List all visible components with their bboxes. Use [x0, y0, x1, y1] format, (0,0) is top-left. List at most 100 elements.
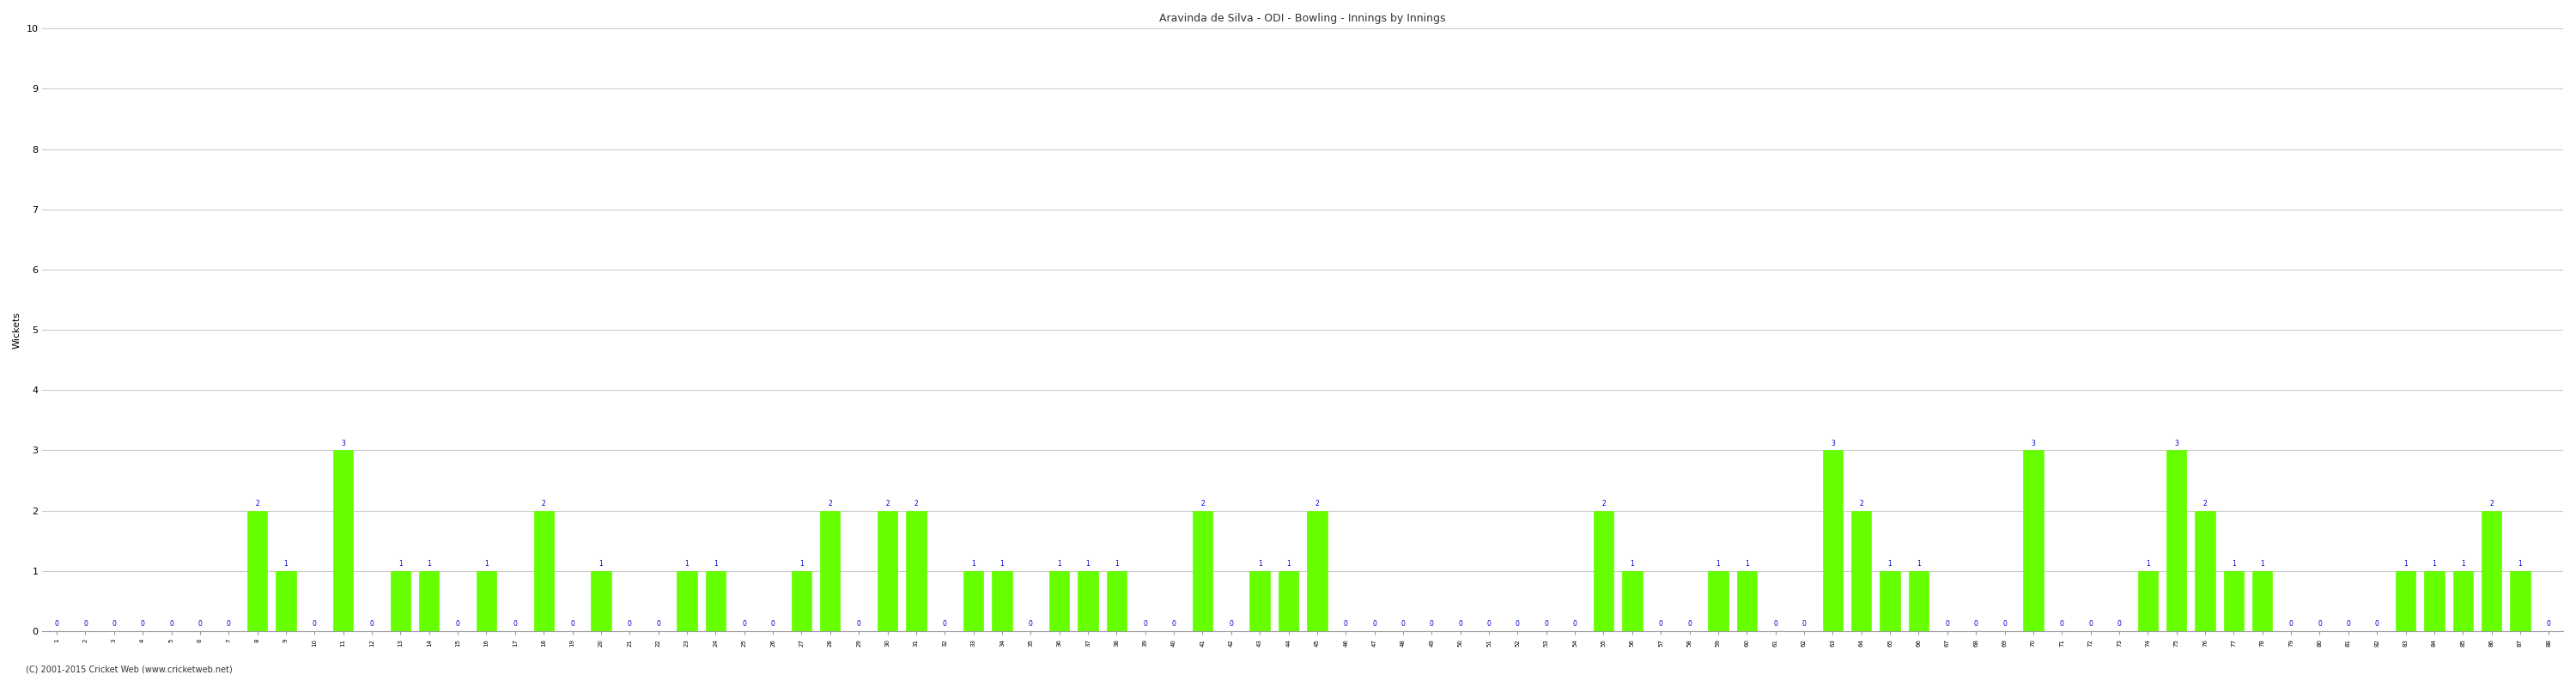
Text: 0: 0	[1945, 620, 1950, 628]
Text: 0: 0	[1458, 620, 1463, 628]
Text: 0: 0	[943, 620, 948, 628]
Bar	[2138, 571, 2159, 631]
Text: 0: 0	[1687, 620, 1692, 628]
Bar	[1249, 571, 1270, 631]
Text: 0: 0	[2117, 620, 2120, 628]
Text: 1: 1	[1087, 560, 1090, 568]
Text: 1: 1	[714, 560, 719, 568]
Text: 0: 0	[1772, 620, 1777, 628]
Bar	[677, 571, 698, 631]
Bar	[791, 571, 811, 631]
Text: 0: 0	[1430, 620, 1435, 628]
Text: 2: 2	[1860, 500, 1862, 508]
Text: 1: 1	[600, 560, 603, 568]
Bar	[1077, 571, 1097, 631]
Text: 0: 0	[1229, 620, 1234, 628]
Bar	[1824, 451, 1842, 631]
Text: 2: 2	[1602, 500, 1605, 508]
Text: 2: 2	[914, 500, 917, 508]
Text: 0: 0	[657, 620, 659, 628]
Text: 3: 3	[2030, 440, 2035, 447]
Bar	[2424, 571, 2445, 631]
Bar	[533, 510, 554, 631]
Text: 1: 1	[2519, 560, 2522, 568]
Bar	[1193, 510, 1213, 631]
Text: 0: 0	[1486, 620, 1492, 628]
Text: 0: 0	[170, 620, 173, 628]
Text: 0: 0	[1659, 620, 1664, 628]
Text: 1: 1	[2259, 560, 2264, 568]
Bar	[332, 451, 353, 631]
Text: 2: 2	[2488, 500, 2494, 508]
Text: 0: 0	[2318, 620, 2321, 628]
Text: 0: 0	[1028, 620, 1033, 628]
Bar	[1736, 571, 1757, 631]
Text: 1: 1	[2231, 560, 2236, 568]
Bar	[2452, 571, 2473, 631]
Text: 0: 0	[2290, 620, 2293, 628]
Text: 1: 1	[999, 560, 1005, 568]
Bar	[2166, 451, 2187, 631]
Title: Aravinda de Silva - ODI - Bowling - Innings by Innings: Aravinda de Silva - ODI - Bowling - Inni…	[1159, 13, 1445, 24]
Text: 1: 1	[1257, 560, 1262, 568]
Text: 1: 1	[1631, 560, 1633, 568]
Text: 1: 1	[971, 560, 976, 568]
Bar	[1852, 510, 1870, 631]
Text: 1: 1	[1917, 560, 1922, 568]
Bar	[392, 571, 410, 631]
Bar	[1708, 571, 1728, 631]
Text: 1: 1	[799, 560, 804, 568]
Text: 0: 0	[1373, 620, 1376, 628]
Text: 0: 0	[198, 620, 201, 628]
Text: (C) 2001-2015 Cricket Web (www.cricketweb.net): (C) 2001-2015 Cricket Web (www.cricketwe…	[26, 665, 232, 673]
Text: 0: 0	[1345, 620, 1347, 628]
Text: 1: 1	[283, 560, 289, 568]
Bar	[992, 571, 1012, 631]
Bar	[2223, 571, 2244, 631]
Text: 0: 0	[1172, 620, 1177, 628]
Text: 0: 0	[142, 620, 144, 628]
Text: 0: 0	[629, 620, 631, 628]
Bar	[2195, 510, 2215, 631]
Text: 2: 2	[1200, 500, 1206, 508]
Text: 1: 1	[1744, 560, 1749, 568]
Bar	[819, 510, 840, 631]
Text: 1: 1	[2403, 560, 2409, 568]
Text: 1: 1	[1056, 560, 1061, 568]
Bar	[1623, 571, 1643, 631]
Text: 0: 0	[227, 620, 232, 628]
Text: 0: 0	[742, 620, 747, 628]
Bar	[420, 571, 438, 631]
Text: 0: 0	[513, 620, 518, 628]
Text: 0: 0	[1574, 620, 1577, 628]
Y-axis label: Wickets: Wickets	[13, 311, 21, 348]
Text: 0: 0	[2347, 620, 2349, 628]
Text: 0: 0	[456, 620, 461, 628]
Text: 1: 1	[399, 560, 402, 568]
Text: 0: 0	[2002, 620, 2007, 628]
Bar	[1595, 510, 1613, 631]
Bar	[907, 510, 927, 631]
Text: 0: 0	[2375, 620, 2380, 628]
Bar	[1306, 510, 1327, 631]
Text: 3: 3	[2174, 440, 2179, 447]
Text: 0: 0	[569, 620, 574, 628]
Text: 0: 0	[2061, 620, 2063, 628]
Text: 1: 1	[685, 560, 688, 568]
Bar	[1278, 571, 1298, 631]
Text: 1: 1	[2432, 560, 2437, 568]
Bar	[590, 571, 611, 631]
Text: 1: 1	[1888, 560, 1891, 568]
Bar	[878, 510, 896, 631]
Bar	[1909, 571, 1929, 631]
Text: 2: 2	[886, 500, 889, 508]
Text: 3: 3	[1832, 440, 1834, 447]
Bar	[963, 571, 984, 631]
Bar	[2251, 571, 2272, 631]
Text: 2: 2	[827, 500, 832, 508]
Text: 2: 2	[255, 500, 260, 508]
Text: 1: 1	[1115, 560, 1118, 568]
Bar	[1880, 571, 1901, 631]
Bar	[1108, 571, 1126, 631]
Text: 1: 1	[2460, 560, 2465, 568]
